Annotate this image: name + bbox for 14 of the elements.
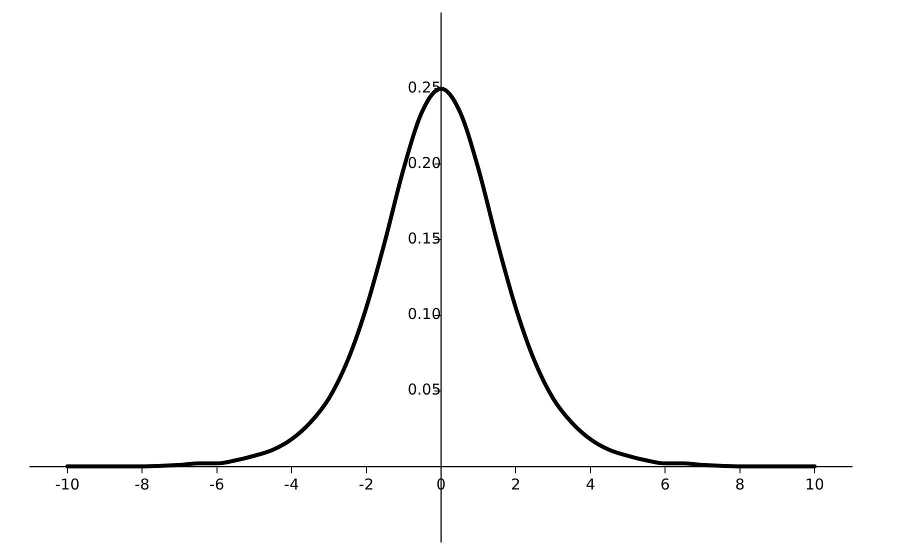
x-tick-label: 2 xyxy=(510,475,520,494)
x-tick-label: -4 xyxy=(284,475,300,494)
y-tick-label: 0.10 xyxy=(408,305,441,324)
y-tick-label: 0.20 xyxy=(408,154,441,172)
x-tick-label: -2 xyxy=(358,475,374,494)
x-tick-label: -8 xyxy=(134,475,150,494)
x-tick-label: 10 xyxy=(805,475,824,494)
y-tick-label: 0.15 xyxy=(408,230,441,248)
y-tick-label: 0.05 xyxy=(408,380,441,399)
x-tick-label: 6 xyxy=(660,475,670,494)
x-tick-label: -10 xyxy=(55,475,80,494)
x-tick-label: -6 xyxy=(209,475,224,494)
x-tick-label: 8 xyxy=(735,475,745,494)
x-tick-label: 4 xyxy=(586,475,596,494)
